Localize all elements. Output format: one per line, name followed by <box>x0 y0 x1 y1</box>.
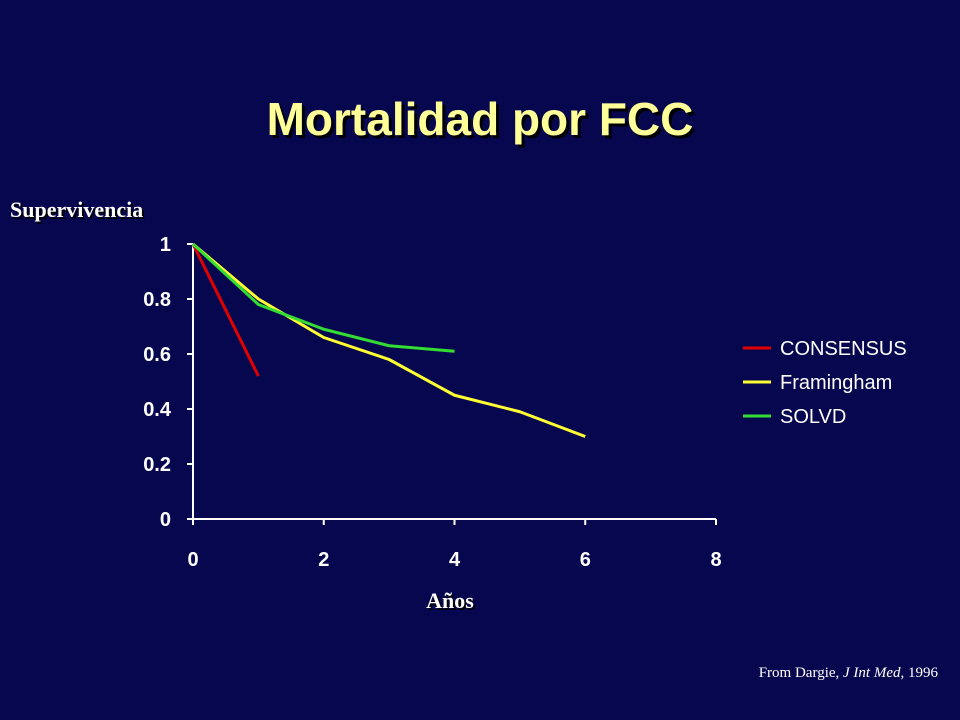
chart-axes: 0 0.2 0.4 0.6 0.8 1 0 2 4 6 8 <box>143 234 721 571</box>
y-axis-label: Supervivencia <box>10 197 144 222</box>
legend-label-solvd: SOLVD <box>780 406 846 428</box>
y-tick-label: 0 <box>160 509 171 531</box>
y-tick-label: 0.8 <box>143 289 171 311</box>
y-tick-label: 0.2 <box>143 454 171 476</box>
x-tick-label: 6 <box>580 549 591 571</box>
legend-label-consensus: CONSENSUS <box>780 338 907 360</box>
series-line-framingham <box>192 242 586 438</box>
y-tick-label: 1 <box>160 234 171 256</box>
x-axis-label: Años <box>426 588 474 613</box>
citation-journal: J Int Med <box>843 665 901 681</box>
x-tick-label: 8 <box>710 549 721 571</box>
series-line-solvd <box>191 242 455 353</box>
series-line-consensus <box>191 243 260 377</box>
x-tick-label: 0 <box>187 549 198 571</box>
chart-legend: CONSENSUS Framingham SOLVD <box>743 338 907 428</box>
chart-series <box>191 242 586 438</box>
citation-suffix: , 1996 <box>900 665 939 681</box>
legend-label-framingham: Framingham <box>780 372 892 394</box>
slide-title: Mortalidad por FCC <box>266 93 694 145</box>
citation: From Dargie, J Int Med, 1996 <box>759 665 938 682</box>
y-tick-label: 0.4 <box>143 399 172 421</box>
x-tick-label: 4 <box>449 549 461 571</box>
citation-prefix: From Dargie, <box>758 665 844 681</box>
y-tick-label: 0.6 <box>143 344 171 366</box>
x-tick-label: 2 <box>318 549 329 571</box>
